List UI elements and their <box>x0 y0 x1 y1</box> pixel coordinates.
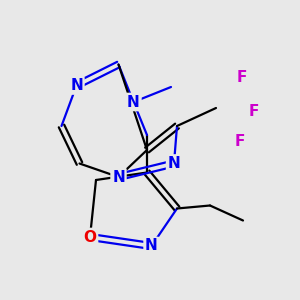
Text: O: O <box>83 230 97 244</box>
Text: N: N <box>127 94 140 110</box>
Text: F: F <box>236 70 247 86</box>
Text: N: N <box>145 238 158 253</box>
Text: N: N <box>70 78 83 93</box>
Text: F: F <box>235 134 245 148</box>
Text: N: N <box>168 156 180 171</box>
Text: N: N <box>112 169 125 184</box>
Text: F: F <box>248 103 259 118</box>
